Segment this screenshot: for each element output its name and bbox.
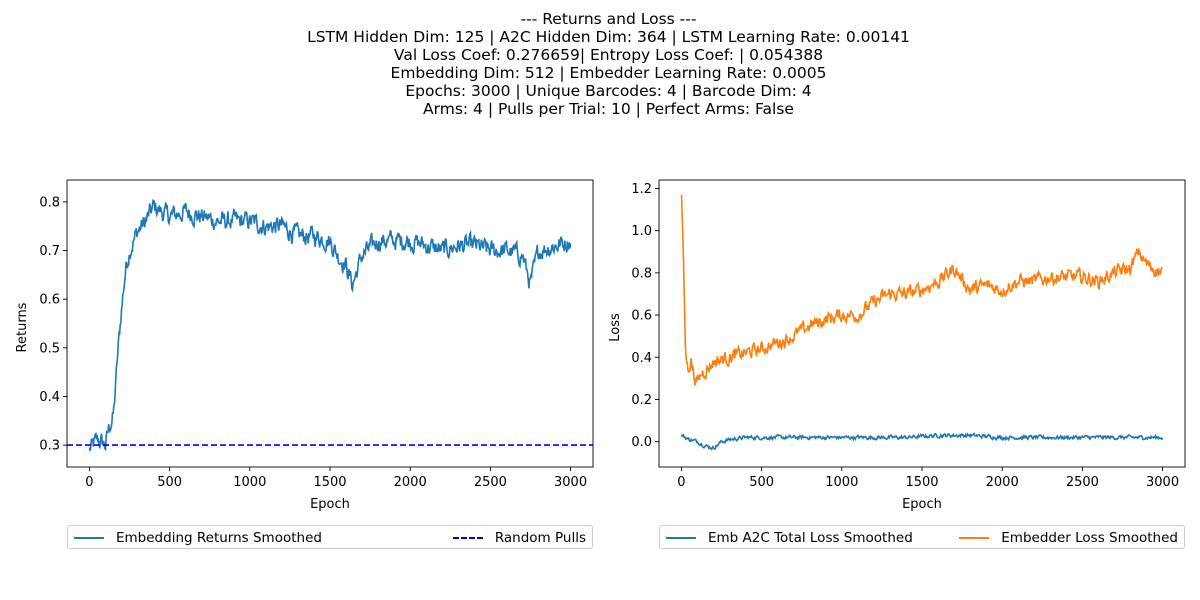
x-tick-label: 1500 — [905, 475, 938, 490]
series-line-embedder-loss-smoothed — [680, 194, 1164, 386]
x-tick-label: 1500 — [313, 475, 346, 490]
x-tick-label: 2500 — [474, 475, 507, 490]
plot-area — [680, 194, 1164, 451]
legend-swatch-solid — [74, 537, 104, 539]
x-tick-label: 1000 — [825, 475, 858, 490]
legend-swatch-solid — [959, 537, 990, 539]
legend-item-embedder-loss: Embedder Loss Smoothed — [959, 529, 1178, 547]
legend-swatch-dashed — [452, 537, 483, 539]
y-tick-label: 0.2 — [631, 393, 652, 408]
figure-title-line: LSTM Hidden Dim: 125 | A2C Hidden Dim: 3… — [307, 28, 910, 46]
y-axis-label: Returns — [15, 302, 30, 352]
legend-item-random-pulls: Random Pulls — [452, 529, 586, 547]
x-tick-label: 3000 — [554, 475, 587, 490]
legend-item-a2c-loss: Emb A2C Total Loss Smoothed — [666, 529, 913, 547]
x-axis-label: Epoch — [310, 497, 350, 512]
y-tick-label: 0.4 — [631, 351, 652, 366]
y-tick-label: 0.6 — [39, 293, 60, 308]
y-tick-label: 0.4 — [39, 390, 60, 405]
figure-title-line: Embedding Dim: 512 | Embedder Learning R… — [390, 64, 827, 82]
x-axis-label: Epoch — [902, 497, 942, 512]
x-tick-label: 2000 — [394, 475, 427, 490]
x-tick-label: 0 — [85, 475, 93, 490]
x-tick-label: 1000 — [233, 475, 266, 490]
axes-frame — [658, 179, 1186, 468]
figure-title: --- Returns and Loss --- LSTM Hidden Dim… — [0, 10, 1200, 118]
y-tick-label: 0.8 — [39, 195, 60, 210]
legend-label: Random Pulls — [494, 530, 586, 546]
y-tick-label: 0.5 — [39, 341, 60, 356]
legend-swatch-solid — [666, 537, 696, 539]
legend-label: Embedding Returns Smoothed — [116, 530, 322, 546]
y-tick-label: 0.8 — [631, 266, 652, 281]
x-tick-label: 500 — [749, 475, 774, 490]
returns-legend: Embedding Returns Smoothed Random Pulls — [67, 525, 593, 549]
series-line-emb-a2c-total-loss-smoothed — [680, 431, 1164, 451]
legend-item-embedding-returns: Embedding Returns Smoothed — [74, 529, 322, 547]
plot-area — [67, 198, 593, 452]
legend-label: Emb A2C Total Loss Smoothed — [708, 530, 913, 546]
x-tick-label: 2000 — [986, 475, 1019, 490]
x-tick-label: 3000 — [1146, 475, 1179, 490]
figure-title-line: Val Loss Coef: 0.276659| Entropy Loss Co… — [393, 46, 824, 64]
figure-title-line: Epochs: 3000 | Unique Barcodes: 4 | Barc… — [405, 82, 812, 100]
x-tick-label: 0 — [677, 475, 685, 490]
x-tick-label: 2500 — [1066, 475, 1099, 490]
loss-legend: Emb A2C Total Loss Smoothed Embedder Los… — [659, 525, 1185, 549]
figure-title-line: --- Returns and Loss --- — [520, 10, 697, 28]
y-tick-label: 0.0 — [631, 435, 652, 450]
y-tick-label: 0.7 — [39, 244, 60, 259]
series-line-embedding-returns-smoothed — [88, 198, 572, 452]
y-tick-label: 1.2 — [631, 182, 652, 197]
x-tick-label: 500 — [157, 475, 182, 490]
legend-label: Embedder Loss Smoothed — [1001, 530, 1178, 546]
y-tick-label: 1.0 — [631, 224, 652, 239]
figure-title-line: Arms: 4 | Pulls per Trial: 10 | Perfect … — [423, 100, 794, 118]
y-tick-label: 0.3 — [39, 439, 60, 454]
y-axis-label: Loss — [608, 313, 623, 342]
y-tick-label: 0.6 — [631, 309, 652, 324]
